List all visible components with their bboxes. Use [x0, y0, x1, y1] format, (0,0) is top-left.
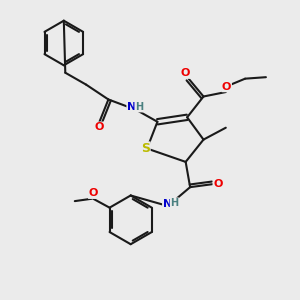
Text: O: O [95, 122, 104, 132]
Text: O: O [181, 68, 190, 78]
Text: S: S [141, 142, 150, 155]
Text: O: O [213, 179, 223, 189]
Text: O: O [222, 82, 231, 92]
Text: N: N [127, 102, 136, 112]
Text: O: O [88, 188, 98, 198]
Text: H: H [170, 198, 178, 208]
Text: N: N [163, 199, 172, 208]
Text: H: H [135, 102, 143, 112]
